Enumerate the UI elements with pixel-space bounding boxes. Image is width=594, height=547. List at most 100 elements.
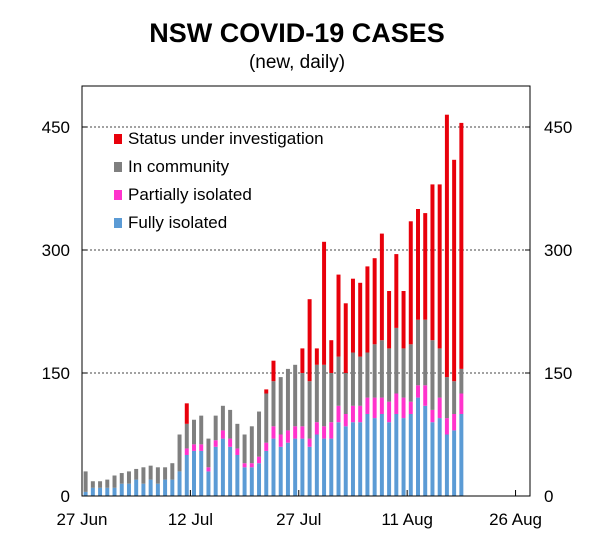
bar-segment [459, 393, 464, 414]
bar-segment [401, 418, 406, 496]
bar-segment [134, 468, 139, 480]
bar-segment [170, 479, 175, 496]
bar-segment [184, 403, 189, 424]
bar-segment [177, 471, 182, 496]
bar-segment [105, 487, 110, 496]
y-tick-label-right: 150 [544, 364, 572, 383]
bar-segment [336, 405, 341, 423]
bar-segment [437, 184, 442, 349]
bar-segment [235, 423, 240, 449]
bar-segment [90, 487, 95, 496]
bar-segment [206, 438, 211, 468]
bar-segment [437, 397, 442, 419]
bar-segment [192, 444, 196, 451]
bar-segment [358, 422, 363, 496]
bar-segment [105, 479, 110, 488]
bar-segment [350, 352, 355, 406]
bar-segment [249, 463, 254, 468]
bar-segment [242, 434, 247, 464]
bar-segment [358, 405, 363, 423]
bar-segment [163, 467, 168, 480]
y-tick-label-left: 150 [42, 364, 70, 383]
bar-segment [437, 348, 442, 398]
bar-segment [372, 397, 377, 419]
bar-segment [394, 393, 399, 414]
bar-segment [220, 438, 225, 496]
bar-segment [322, 426, 327, 439]
bar-segment [423, 213, 428, 320]
bar-segment [192, 450, 196, 496]
bar-segment [430, 340, 435, 410]
bar-segment [379, 233, 384, 341]
bar-segment [155, 483, 160, 496]
bar-segment [430, 184, 435, 341]
bar-segment [119, 473, 124, 484]
legend-swatch [114, 190, 122, 200]
bar-segment [401, 397, 406, 419]
bar-segment [307, 381, 312, 439]
bar-segment [423, 385, 428, 406]
bar-segment [278, 446, 283, 496]
bar-segment [90, 481, 95, 488]
bar-segment [329, 422, 334, 439]
bar-segment [271, 381, 276, 427]
plot-frame [81, 85, 531, 497]
y-tick-label-left: 0 [61, 487, 70, 506]
bar-segment [387, 348, 392, 402]
bar-segment [343, 426, 348, 496]
bar-segment [112, 475, 117, 488]
bar-segment [199, 444, 204, 451]
bar-segment [343, 303, 348, 373]
bar-segment [372, 418, 377, 496]
bar-segment [264, 393, 269, 443]
bar-segment [365, 414, 370, 496]
bar-segment [452, 159, 457, 382]
x-tick-label: 12 Jul [168, 510, 213, 529]
bar-segment [329, 438, 334, 496]
bar-segment [184, 423, 189, 449]
bar-segment [416, 319, 420, 386]
bar-segment [300, 373, 305, 427]
bar-segment [213, 446, 218, 496]
bar-segment [83, 491, 88, 496]
bar-segment [307, 446, 312, 496]
bar-segment [437, 418, 442, 496]
bar-segment [408, 344, 413, 402]
bar-segment [271, 360, 276, 382]
bar-segment [300, 426, 305, 439]
bar-segment [444, 114, 449, 378]
x-tick-label: 11 Aug [381, 510, 433, 529]
bar-segment [394, 414, 399, 496]
bar-segment [126, 483, 131, 496]
bar-segment [423, 405, 428, 496]
legend-swatch [114, 134, 122, 144]
bar-segment [343, 373, 348, 414]
bar-segment [293, 438, 298, 496]
bar-segment [314, 348, 319, 365]
bar-segment [365, 352, 370, 398]
bar-segment [141, 467, 146, 484]
bar-segment [452, 381, 457, 414]
bar-segment [228, 446, 233, 496]
bar-segment [416, 397, 420, 496]
bar-segment [350, 278, 355, 353]
bar-segment [444, 434, 449, 496]
bar-segment [379, 340, 384, 398]
bar-segment [257, 463, 262, 496]
bar-segment [192, 419, 196, 445]
legend-swatch [114, 162, 122, 172]
bar-segment [235, 455, 240, 496]
bar-segment [206, 467, 211, 472]
bar-segment [228, 409, 233, 439]
x-tick-label: 26 Aug [489, 510, 542, 529]
bar-segment [271, 438, 276, 496]
bar-segment [365, 266, 370, 353]
bar-segment [293, 426, 298, 439]
legend-label: Status under investigation [128, 129, 324, 148]
bar-segment [163, 479, 168, 496]
bar-segment [416, 385, 420, 398]
bar-segment [401, 291, 406, 349]
bar-segment [350, 405, 355, 423]
bar-segment [423, 319, 428, 386]
